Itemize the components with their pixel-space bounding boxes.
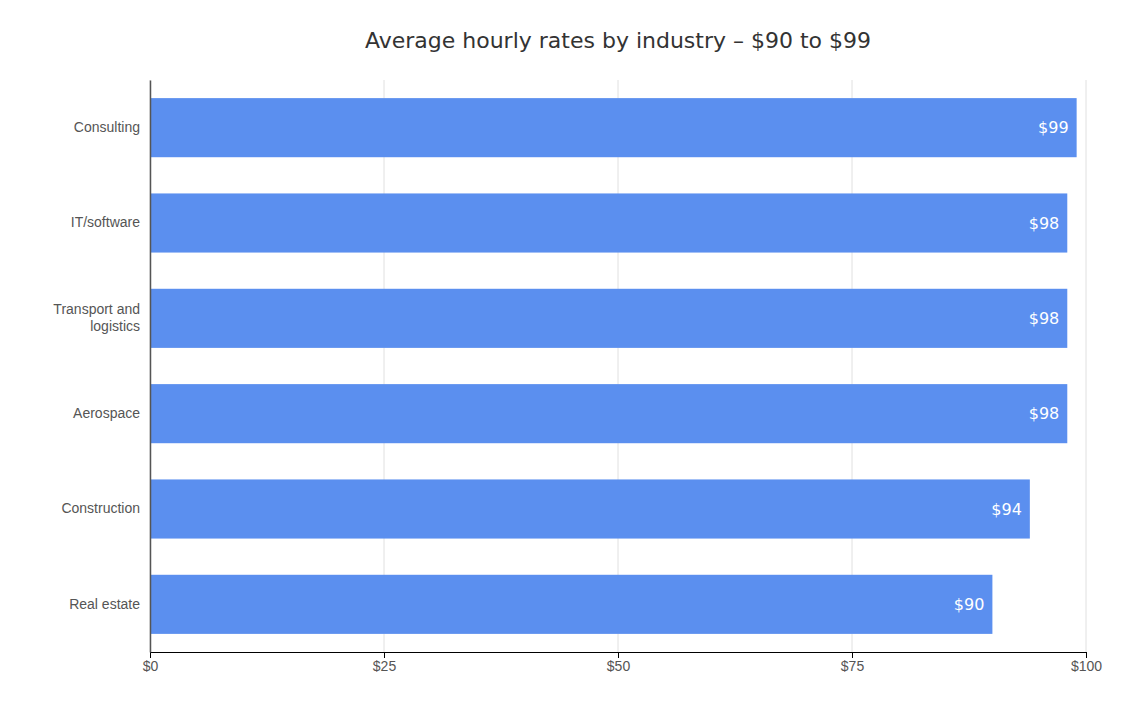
- x-tick-label: $25: [373, 658, 397, 674]
- title: Average hourly rates by industry – $90 t…: [365, 28, 871, 53]
- bar: [150, 289, 1067, 348]
- x-tick: $75: [841, 652, 865, 674]
- y-tick-label: Real estate: [69, 596, 140, 612]
- x-tick: $100: [1071, 652, 1102, 674]
- x-axis: $0 $25 $50 $75 $100: [143, 652, 1103, 674]
- bar: [150, 575, 992, 634]
- y-axis: Real estate Construction Aerospace Transpor…: [53, 81, 150, 653]
- y-axis-line: [150, 81, 152, 653]
- bar: [150, 384, 1067, 443]
- x-tick: $50: [607, 652, 631, 674]
- grid-line: [150, 80, 151, 652]
- grid-line: [618, 80, 619, 652]
- y-tick: Real estate: [69, 596, 140, 612]
- y-tick-label-line: Transport and: [53, 301, 140, 317]
- y-tick: Consulting: [74, 119, 140, 135]
- x-tick-label: $50: [607, 658, 631, 674]
- x-tick: $25: [373, 652, 397, 674]
- data-labels: $90 $94 $98 $98 $98 $99: [954, 118, 1069, 614]
- bar: [150, 98, 1077, 157]
- data-label: $98: [1029, 404, 1060, 423]
- y-tick: Construction: [61, 500, 140, 516]
- y-tick-label: Transport andlogistics: [53, 301, 140, 334]
- data-label: $99: [1038, 118, 1069, 137]
- y-tick-label: Consulting: [74, 119, 140, 135]
- x-tick-label: $0: [143, 658, 159, 674]
- grid-line: [384, 80, 385, 652]
- bars: [150, 98, 1077, 634]
- y-tick-label: IT/software: [71, 214, 140, 230]
- plot: $90 $94 $98 $98 $98 $99 $0 $25 $50 $75 $100 Real es…: [53, 80, 1102, 674]
- y-tick-label: Construction: [61, 500, 140, 516]
- y-tick: Aerospace: [73, 405, 140, 421]
- y-tick: IT/software: [71, 214, 140, 230]
- x-tick: $0: [143, 652, 159, 674]
- chart: $90 $94 $98 $98 $98 $99 $0 $25 $50 $75 $100 Real es…: [0, 0, 1136, 712]
- grid: [150, 80, 1086, 652]
- x-tick-label: $100: [1071, 658, 1102, 674]
- y-tick-label-line: logistics: [90, 318, 140, 334]
- data-label: $90: [954, 595, 985, 614]
- data-label: $94: [991, 500, 1022, 519]
- grid-line: [1086, 80, 1087, 652]
- bar: [150, 479, 1030, 538]
- bar: [150, 193, 1067, 252]
- data-label: $98: [1029, 214, 1060, 233]
- y-tick-label: Aerospace: [73, 405, 140, 421]
- data-label: $98: [1029, 309, 1060, 328]
- x-tick-label: $75: [841, 658, 865, 674]
- y-tick: Transport andlogistics: [53, 301, 140, 334]
- grid-line: [852, 80, 853, 652]
